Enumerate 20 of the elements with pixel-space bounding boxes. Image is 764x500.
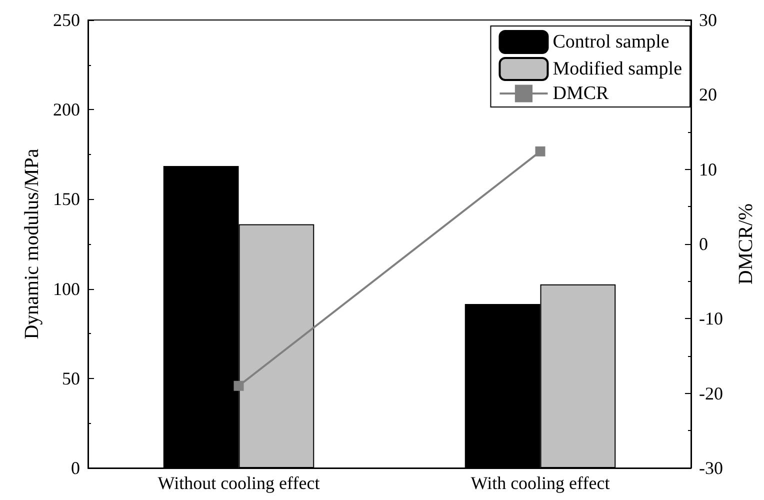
y-tick-label: 250 [53, 10, 80, 30]
y2-tick-label: -10 [699, 308, 723, 329]
y2-tick-label: -30 [699, 458, 723, 478]
y2-tick-label: 0 [699, 234, 708, 254]
y-tick-label: 50 [62, 368, 80, 388]
y2-tick-label: 20 [699, 84, 717, 105]
x-tick-label: With cooling effect [470, 473, 610, 493]
y2-tick-label: -20 [699, 383, 723, 404]
y2-tick-label: 10 [699, 159, 717, 180]
legend-label: DMCR [552, 83, 610, 104]
legend-label: Control sample [552, 32, 670, 52]
x-tick-label: Without cooling effect [158, 473, 320, 493]
y-tick-label: 100 [53, 278, 80, 299]
y-axis-title: Dynamic modulus/MPa [21, 148, 44, 340]
y2-axis-title: DMCR/% [735, 203, 757, 285]
y-tick-label: 0 [71, 458, 80, 478]
legend-label: Modified sample [552, 58, 682, 80]
y-tick-label: 200 [53, 100, 80, 120]
y2-tick-label: 30 [699, 10, 717, 30]
y-tick-label: 150 [53, 189, 80, 210]
